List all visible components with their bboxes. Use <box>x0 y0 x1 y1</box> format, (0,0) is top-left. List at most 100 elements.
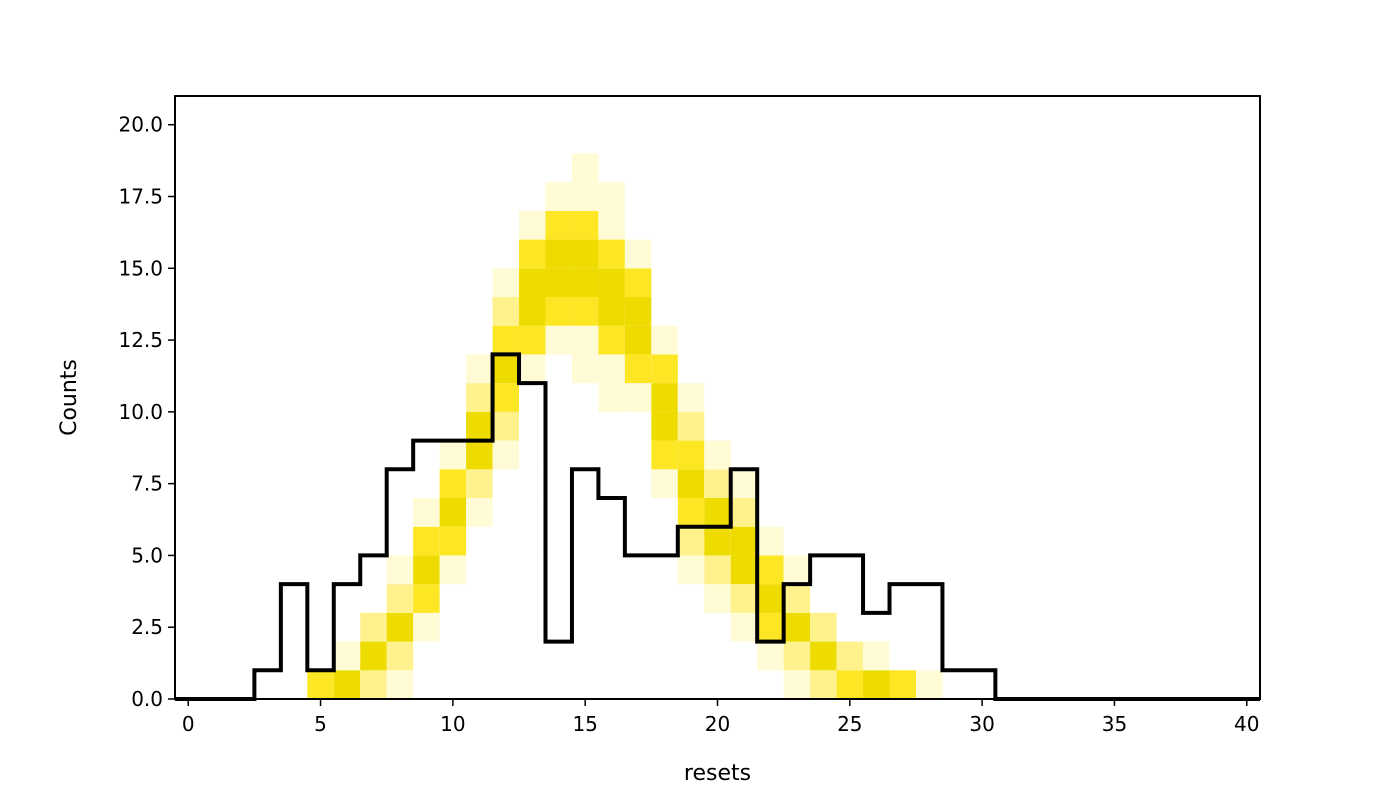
band-cell <box>757 526 784 556</box>
band-cell <box>571 297 599 326</box>
band-cell <box>810 641 837 671</box>
y-tick-label: 7.5 <box>131 472 163 496</box>
band-cell <box>492 411 520 441</box>
band-cell <box>413 555 440 585</box>
band-cell <box>466 411 493 441</box>
band-cell <box>492 325 520 355</box>
band-cell <box>704 469 731 498</box>
band-cell <box>519 354 546 384</box>
band-cell <box>466 354 493 384</box>
x-axis-ticks: 0 5 10 15 20 25 30 35 40 <box>182 699 1259 736</box>
band-cell <box>571 268 599 297</box>
x-tick-label: 35 <box>1102 712 1127 736</box>
band-cell <box>492 268 520 297</box>
band-cell <box>730 612 758 642</box>
band-cell <box>889 670 916 699</box>
y-tick-label: 15.0 <box>118 256 163 280</box>
band-cell <box>730 584 758 613</box>
step-series <box>175 352 1260 701</box>
x-tick-label: 5 <box>314 712 327 736</box>
band-cell <box>677 555 705 585</box>
band-cell <box>810 612 837 642</box>
band-cell <box>519 210 546 240</box>
y-tick-label: 2.5 <box>131 615 163 639</box>
band-cell <box>757 584 784 613</box>
band-cell <box>624 239 652 269</box>
x-tick-label: 10 <box>440 712 465 736</box>
band-cell <box>598 325 625 355</box>
band-cell <box>704 440 731 470</box>
band-cell <box>466 383 493 412</box>
band-cell <box>730 498 758 527</box>
y-axis-ticks: 0.0 2.5 5.0 7.5 10.0 12.5 15.0 17.5 20.0 <box>118 113 175 711</box>
band-cell <box>333 641 361 671</box>
y-tick-label: 5.0 <box>131 543 163 567</box>
band-cell <box>466 440 493 470</box>
band-cell <box>466 469 493 498</box>
band-cell <box>545 182 572 211</box>
band-cell <box>492 383 520 412</box>
band-cell <box>598 297 625 326</box>
band-cell <box>571 210 599 240</box>
band-cell <box>783 555 811 585</box>
band-cell <box>624 268 652 297</box>
band-cell <box>624 354 652 384</box>
band-cell <box>598 239 625 269</box>
band-cell <box>545 210 572 240</box>
band-cell <box>519 268 546 297</box>
band-cell <box>704 555 731 585</box>
band-cell <box>677 526 705 556</box>
y-axis-label: Counts <box>57 359 82 436</box>
band-cell <box>439 469 467 498</box>
band-cell <box>757 641 784 671</box>
x-tick-label: 15 <box>572 712 597 736</box>
band-cell <box>386 641 414 671</box>
band-cell <box>492 354 520 384</box>
band-cell <box>386 670 414 699</box>
band-cell <box>360 641 387 671</box>
x-tick-label: 25 <box>837 712 862 736</box>
band-cell <box>360 612 387 642</box>
band-cell <box>413 498 440 527</box>
x-tick-label: 0 <box>182 712 195 736</box>
y-tick-label: 0.0 <box>131 687 163 711</box>
band-cell <box>571 182 599 211</box>
band-cell <box>651 325 678 355</box>
band-cell <box>783 670 811 699</box>
band-cell <box>651 383 678 412</box>
band-cell <box>571 153 599 183</box>
x-tick-label: 40 <box>1234 712 1259 736</box>
band-cell <box>651 469 678 498</box>
band-cell <box>598 354 625 384</box>
band-cell <box>915 670 943 699</box>
band-cell <box>386 584 414 613</box>
band-cell <box>519 297 546 326</box>
band-cell <box>519 239 546 269</box>
y-tick-label: 10.0 <box>118 400 163 424</box>
band-cell <box>783 641 811 671</box>
band-cell <box>571 239 599 269</box>
band-cell <box>651 354 678 384</box>
band-cell <box>545 325 572 355</box>
y-tick-label: 17.5 <box>118 185 163 209</box>
band-cell <box>704 526 731 556</box>
band-cell <box>757 612 784 642</box>
x-tick-label: 20 <box>705 712 730 736</box>
band-cell <box>545 239 572 269</box>
step-line <box>175 352 1260 701</box>
band-cell <box>624 325 652 355</box>
band-cell <box>386 612 414 642</box>
x-tick-label: 30 <box>969 712 994 736</box>
band-cell <box>863 641 890 671</box>
y-tick-label: 12.5 <box>118 328 163 352</box>
band-cell <box>677 498 705 527</box>
band-cell <box>677 469 705 498</box>
band-cell <box>704 498 731 527</box>
band-cell <box>836 670 864 699</box>
band-cell <box>545 268 572 297</box>
band-cell <box>677 411 705 441</box>
band-cell <box>730 555 758 585</box>
band-cell <box>651 411 678 441</box>
band-cell <box>863 670 890 699</box>
